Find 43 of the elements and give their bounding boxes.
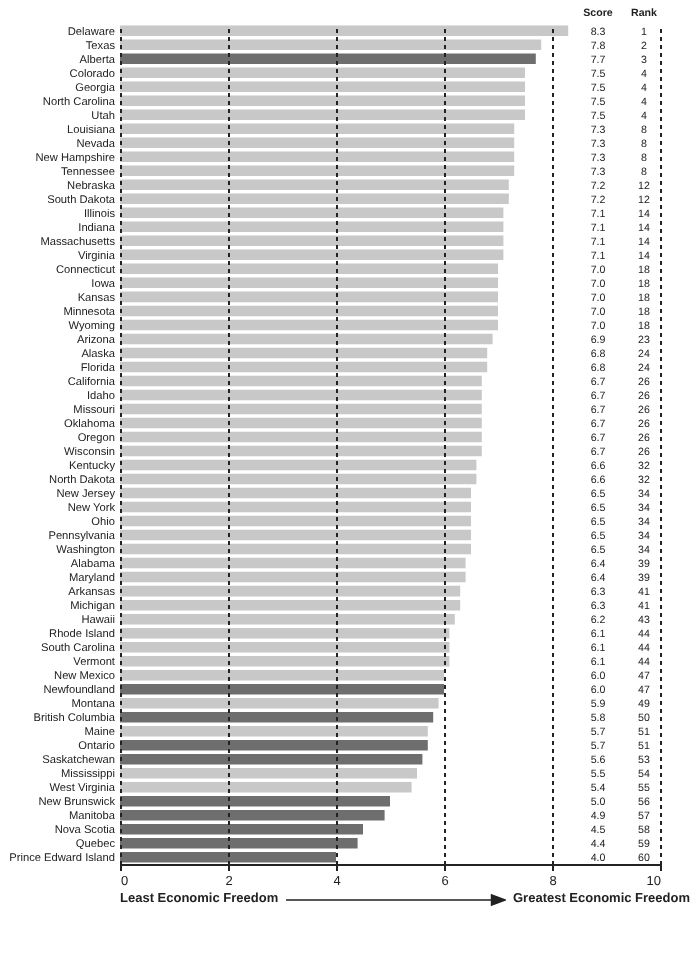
bar xyxy=(120,207,504,219)
bar xyxy=(120,627,450,639)
bar xyxy=(120,711,434,723)
bar xyxy=(120,333,493,345)
bar xyxy=(120,725,428,737)
bar xyxy=(120,571,466,583)
bar xyxy=(120,53,536,64)
bar xyxy=(120,669,444,681)
bar xyxy=(120,193,509,205)
bar xyxy=(120,347,488,359)
bar xyxy=(120,277,498,289)
bar xyxy=(120,515,471,527)
bar xyxy=(120,459,477,471)
bar xyxy=(120,599,461,611)
bar xyxy=(120,431,482,443)
bar xyxy=(120,557,466,569)
bar xyxy=(120,319,498,331)
bar xyxy=(120,249,504,261)
bar xyxy=(120,487,471,499)
bar xyxy=(120,305,498,317)
bar xyxy=(120,165,515,177)
bar xyxy=(120,361,488,373)
bar xyxy=(120,529,471,541)
bar xyxy=(120,543,471,555)
bar xyxy=(120,655,450,667)
bar xyxy=(120,151,515,163)
bar xyxy=(120,697,439,709)
bar xyxy=(120,501,471,513)
bar xyxy=(120,585,461,597)
bar xyxy=(120,417,482,429)
bar xyxy=(120,291,498,303)
bar xyxy=(120,613,455,625)
bar xyxy=(120,445,482,457)
bar xyxy=(120,403,482,415)
bar xyxy=(120,179,509,191)
bar xyxy=(120,641,450,653)
bar xyxy=(120,375,482,387)
bar xyxy=(120,389,482,401)
bar xyxy=(120,235,504,247)
bar xyxy=(120,263,498,275)
bar xyxy=(120,221,504,233)
bar xyxy=(120,473,477,485)
bar xyxy=(120,683,444,695)
